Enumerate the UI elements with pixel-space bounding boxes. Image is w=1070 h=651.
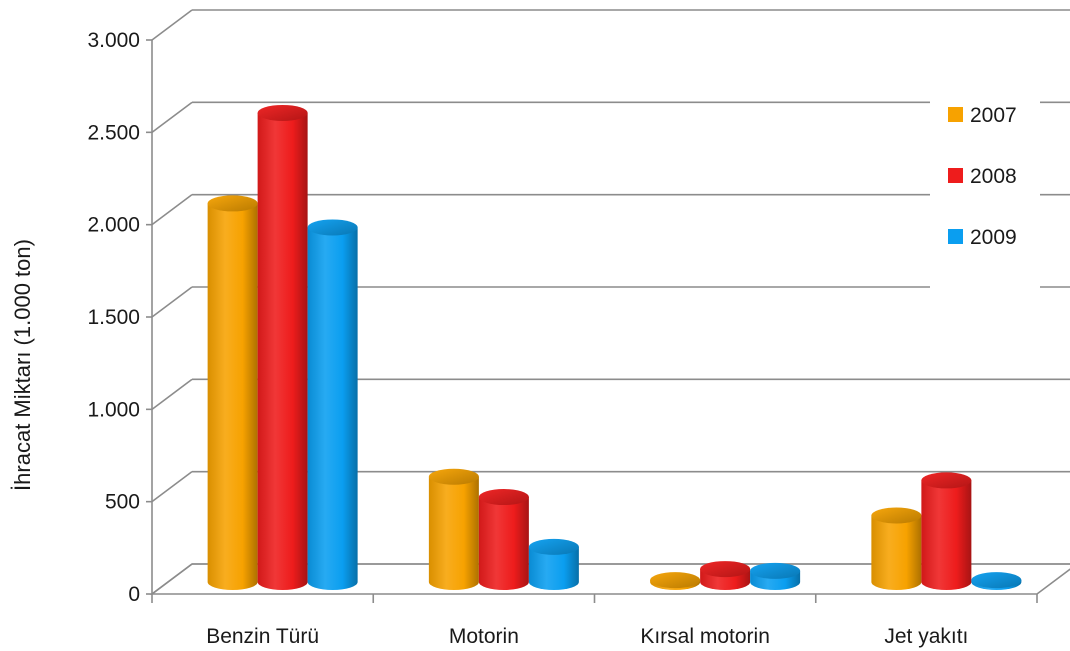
bar — [871, 507, 922, 590]
legend-swatch — [948, 107, 963, 122]
bar — [257, 104, 308, 591]
legend-label: 2009 — [970, 226, 1017, 249]
gridline-connector — [151, 101, 193, 133]
y-tick-label: 2.000 — [87, 214, 140, 237]
bar-body — [257, 112, 308, 591]
legend-label: 2008 — [970, 165, 1017, 188]
bar-top — [478, 489, 529, 506]
gridline-connector — [151, 286, 193, 318]
bar — [921, 472, 972, 590]
bar — [207, 195, 258, 590]
gridline-connector — [151, 471, 193, 503]
bar — [528, 538, 579, 590]
x-tick-label: Kırsal motorin — [640, 625, 770, 648]
bar-top — [700, 561, 751, 578]
y-tick-label: 1.500 — [87, 306, 140, 329]
bar — [700, 561, 751, 590]
bar-top — [207, 195, 258, 212]
bar-top — [528, 538, 579, 555]
floor — [149, 563, 1070, 595]
bar-top — [307, 219, 358, 236]
bar-body — [921, 480, 972, 590]
bar-body — [871, 515, 922, 590]
bar-top — [428, 468, 479, 485]
x-tick-label: Jet yakıtı — [884, 625, 968, 648]
y-tick-label: 3.000 — [87, 29, 140, 52]
legend-swatch — [948, 229, 963, 244]
x-tick-labels: Benzin Türü Motorin Kırsal motorin Jet yakı… — [206, 625, 968, 648]
legend: 2007 2008 2009 — [930, 88, 1040, 288]
y-tick-labels: 0 500 1.000 1.500 2.000 2.500 3.000 — [87, 29, 140, 606]
bar-top — [871, 507, 922, 524]
bar — [971, 572, 1022, 590]
bar — [307, 219, 358, 590]
bar-top — [971, 572, 1022, 589]
bar — [428, 468, 479, 590]
legend-swatch — [948, 168, 963, 183]
y-tick-label: 0 — [128, 583, 140, 606]
y-tick-label: 500 — [105, 491, 140, 514]
gridline-connector — [151, 194, 193, 226]
y-tick-label: 1.000 — [87, 398, 140, 421]
bar-body — [478, 497, 529, 590]
bar-body — [307, 227, 358, 590]
bar-top — [750, 562, 801, 579]
gridline-connector — [151, 378, 193, 410]
x-tick-label: Motorin — [449, 625, 519, 648]
bar-top — [650, 572, 701, 589]
bar-body — [207, 203, 258, 590]
y-axis-title: İhracat Miktarı (1.000 ton) — [10, 239, 35, 491]
legend-label: 2007 — [970, 104, 1017, 127]
bar — [478, 489, 529, 590]
x-tick-label: Benzin Türü — [206, 625, 319, 648]
axes — [146, 39, 1070, 603]
bar-top — [921, 472, 972, 489]
y-tick-label: 2.500 — [87, 121, 140, 144]
bars — [207, 104, 1022, 591]
gridline-connector — [151, 9, 193, 41]
bar-body — [428, 476, 479, 590]
bar — [650, 572, 701, 590]
bar-body — [528, 546, 579, 590]
bar — [750, 562, 801, 590]
bar-top — [257, 104, 308, 121]
